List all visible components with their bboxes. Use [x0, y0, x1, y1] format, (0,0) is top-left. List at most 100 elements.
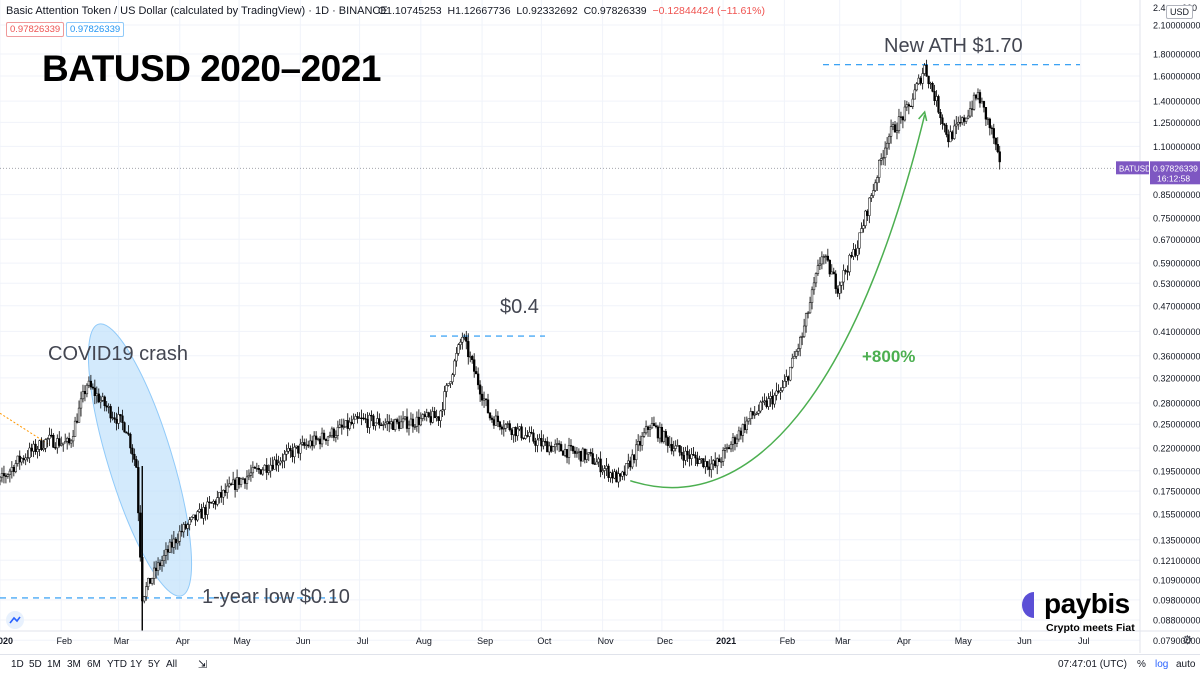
buy-price-box[interactable]: 0.97826339 — [66, 22, 125, 37]
timeframe-5d[interactable]: 5D — [29, 659, 42, 670]
candle-body — [508, 423, 511, 431]
timeframe-1y[interactable]: 1Y — [130, 659, 143, 670]
candle-body — [156, 562, 160, 571]
timeframe-3m[interactable]: 3M — [67, 659, 81, 670]
candle-body — [613, 471, 616, 479]
candle-body — [923, 65, 926, 74]
settings-gear-icon[interactable]: ⚙ — [1182, 633, 1193, 647]
candle-body — [974, 94, 978, 99]
x-tick-label: Oct — [537, 636, 552, 646]
candle-body — [921, 73, 924, 84]
candle-body — [982, 101, 986, 108]
candle-body — [397, 421, 401, 429]
candle-body — [587, 452, 590, 455]
candle-body — [2, 473, 6, 477]
candle-body — [876, 177, 879, 184]
candle-body — [433, 411, 436, 419]
candle-body — [158, 562, 162, 566]
candle-body — [836, 288, 839, 294]
candle-body — [20, 458, 23, 463]
open-value: O1.10745253 — [378, 5, 442, 17]
candle-body — [672, 448, 675, 452]
candle-body — [619, 473, 622, 477]
candle-body — [271, 464, 274, 470]
candle-body — [50, 434, 53, 437]
gain-arrow — [918, 110, 928, 122]
candle-body — [532, 432, 535, 442]
brand-name: paybis — [1044, 588, 1130, 619]
candle-body — [259, 469, 262, 475]
candle-body — [178, 530, 181, 542]
candle-body — [111, 417, 114, 419]
candle-body — [69, 440, 73, 444]
candle-body — [168, 541, 172, 553]
tradingview-logo-icon[interactable] — [6, 611, 24, 629]
y-tick-label: 0.09800000 — [1153, 595, 1200, 605]
candle-body — [312, 435, 316, 447]
candle-body — [405, 416, 409, 429]
bottom-toolbar: ⇲ 07:47:01 (UTC) % log auto 1D 5D 1M 3M 6M YT… — [0, 654, 1200, 676]
percent-toggle[interactable]: % — [1137, 659, 1146, 670]
timeframe-1m[interactable]: 1M — [47, 659, 61, 670]
candle-body — [54, 447, 57, 449]
symbol-title[interactable]: Basic Attention Token / US Dollar (calcu… — [6, 5, 388, 17]
candle-body — [565, 449, 569, 458]
candle-body — [953, 125, 956, 139]
candle-body — [712, 460, 715, 465]
y-tick-label: 0.59000000 — [1153, 259, 1200, 269]
timeframe-all[interactable]: All — [166, 659, 178, 670]
sell-price-box[interactable]: 0.97826339 — [6, 22, 65, 37]
candle-body — [113, 417, 116, 420]
calendar-range-icon[interactable]: ⇲ — [198, 659, 208, 671]
candle-body — [617, 473, 620, 483]
candle-body — [425, 412, 428, 417]
candle-body — [751, 411, 754, 416]
candle-body — [36, 449, 39, 452]
candle-body — [170, 541, 174, 548]
candle-body — [370, 414, 373, 417]
candle-body — [245, 476, 249, 484]
candle-body — [336, 427, 340, 436]
candle-body — [984, 107, 988, 120]
candle-body — [806, 312, 810, 314]
candle-body — [162, 555, 166, 561]
candle-body — [637, 441, 640, 446]
candle-body — [822, 256, 826, 258]
candle-body — [380, 424, 383, 427]
candle-body — [415, 416, 419, 427]
candle-body — [739, 430, 743, 436]
auto-toggle[interactable]: auto — [1176, 659, 1196, 670]
candle-body — [186, 524, 189, 529]
clock-readout[interactable]: 07:47:01 (UTC) — [1058, 659, 1127, 670]
x-tick-label: Feb — [56, 636, 72, 646]
candle-body — [737, 430, 741, 440]
candle-body — [378, 418, 381, 426]
candle-body — [791, 357, 794, 368]
candle-body — [767, 398, 770, 407]
timeframe-ytd[interactable]: YTD — [107, 659, 127, 670]
candle-body — [73, 420, 77, 437]
candle-body — [320, 432, 324, 445]
price-tag — [1150, 161, 1200, 185]
candle-body — [216, 497, 219, 505]
candle-body — [208, 501, 211, 503]
candles — [0, 59, 1001, 631]
candle-body — [358, 417, 361, 420]
candle-body — [980, 101, 984, 104]
candle-body — [556, 443, 559, 445]
timeframe-6m[interactable]: 6M — [87, 659, 101, 670]
candle-body — [384, 422, 387, 425]
candle-body — [184, 524, 187, 529]
candle-body — [777, 390, 780, 393]
timeframe-1d[interactable]: 1D — [11, 659, 24, 670]
candle-body — [704, 461, 707, 468]
candle-body — [947, 134, 950, 143]
candle-body — [615, 471, 618, 483]
currency-badge[interactable]: USD — [1166, 5, 1194, 19]
timeframe-5y[interactable]: 5Y — [148, 659, 161, 670]
candle-body — [664, 431, 667, 438]
candle-body — [475, 371, 478, 375]
log-toggle[interactable]: log — [1155, 659, 1169, 670]
candle-body — [937, 96, 940, 113]
